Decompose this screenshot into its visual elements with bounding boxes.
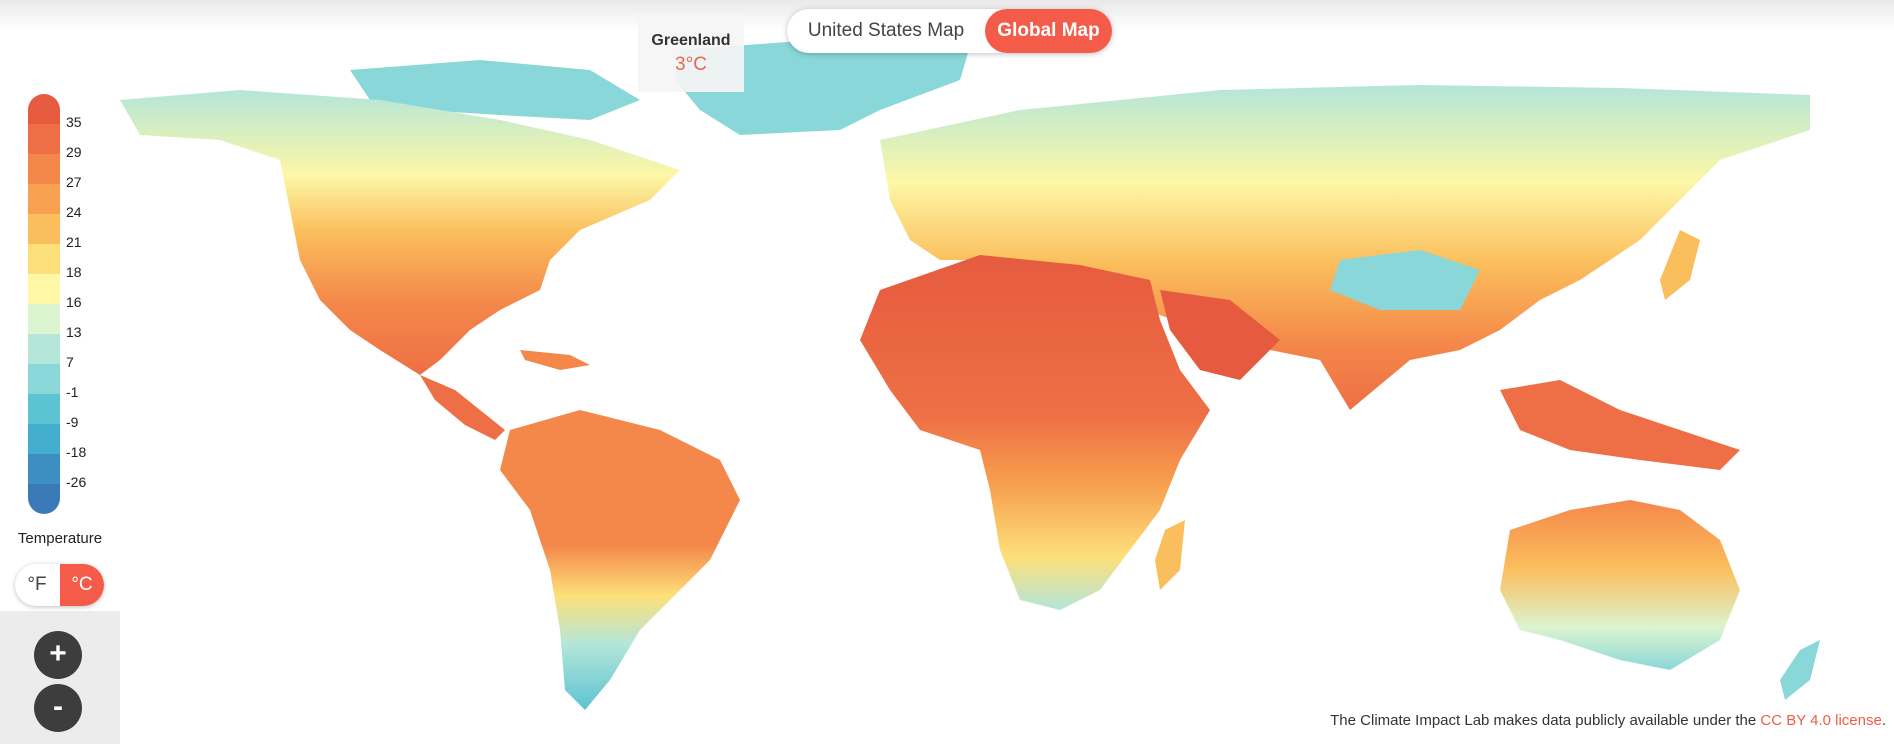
legend-label: 16	[66, 294, 82, 310]
footer-text: The Climate Impact Lab makes data public…	[1330, 712, 1761, 729]
fahrenheit-button[interactable]: °F	[27, 574, 47, 595]
celsius-button[interactable]: °C	[60, 564, 104, 606]
north-america-region[interactable]	[120, 90, 680, 375]
unit-toggle: °F °C	[15, 564, 104, 606]
new-zealand-region[interactable]	[1780, 640, 1820, 700]
legend-color-swatch	[28, 274, 60, 304]
legend-label: -26	[66, 474, 87, 490]
japan-region[interactable]	[1660, 230, 1700, 300]
legend-label: 7	[66, 354, 74, 370]
legend-label: -1	[66, 384, 79, 400]
legend-color-swatch	[28, 364, 60, 394]
greenland-region[interactable]	[675, 38, 970, 135]
legend-color-swatch	[28, 124, 60, 154]
region-tooltip: Greenland 3°C	[638, 14, 744, 92]
legend-label: -9	[66, 414, 79, 430]
legend-label: -18	[66, 444, 87, 460]
tooltip-temperature-value: 3°C	[675, 54, 707, 75]
legend-color-swatch	[28, 454, 60, 484]
legend-color-swatch	[28, 94, 60, 124]
legend-color-swatch	[28, 154, 60, 184]
south-america-region[interactable]	[500, 410, 740, 710]
footer-end: .	[1881, 712, 1886, 729]
legend-label: 13	[66, 324, 82, 340]
temperature-color-scale	[28, 94, 60, 514]
legend-color-swatch	[28, 334, 60, 364]
legend-label: 24	[66, 204, 82, 220]
legend-color-swatch	[28, 184, 60, 214]
southeast-asia-islands-region[interactable]	[1500, 380, 1740, 470]
legend-color-swatch	[28, 304, 60, 334]
africa-region[interactable]	[860, 255, 1210, 610]
legend-color-swatch	[28, 214, 60, 244]
zoom-in-button[interactable]: +	[34, 631, 82, 679]
legend-label: 29	[66, 144, 82, 160]
license-link[interactable]: CC BY 4.0 license	[1760, 712, 1882, 729]
legend-color-swatch	[28, 244, 60, 274]
global-map-button[interactable]: Global Map	[985, 9, 1112, 53]
arabian-peninsula-region[interactable]	[1160, 290, 1280, 380]
caribbean-region[interactable]	[520, 350, 590, 370]
zoom-panel: + -	[0, 611, 120, 744]
central-america-region[interactable]	[420, 375, 505, 440]
tooltip-region-name: Greenland	[651, 32, 731, 49]
world-temperature-map[interactable]	[120, 30, 1894, 744]
zoom-out-button[interactable]: -	[34, 684, 82, 732]
license-footer: The Climate Impact Lab makes data public…	[1330, 712, 1886, 729]
legend-color-swatch	[28, 424, 60, 454]
legend-title: Temperature	[17, 530, 103, 547]
tibetan-plateau-region[interactable]	[1330, 250, 1480, 310]
australia-region[interactable]	[1500, 500, 1740, 670]
map-type-toggle: United States Map Global Map	[787, 9, 1112, 53]
legend-label: 35	[66, 114, 82, 130]
legend-label: 21	[66, 234, 82, 250]
legend-label: 27	[66, 174, 82, 190]
legend-color-swatch	[28, 394, 60, 424]
eurasia-region[interactable]	[880, 85, 1810, 410]
madagascar-region[interactable]	[1155, 520, 1185, 590]
legend-label: 18	[66, 264, 82, 280]
legend-color-swatch	[28, 484, 60, 514]
united-states-map-button[interactable]: United States Map	[807, 20, 965, 41]
arctic-islands[interactable]	[350, 60, 640, 120]
